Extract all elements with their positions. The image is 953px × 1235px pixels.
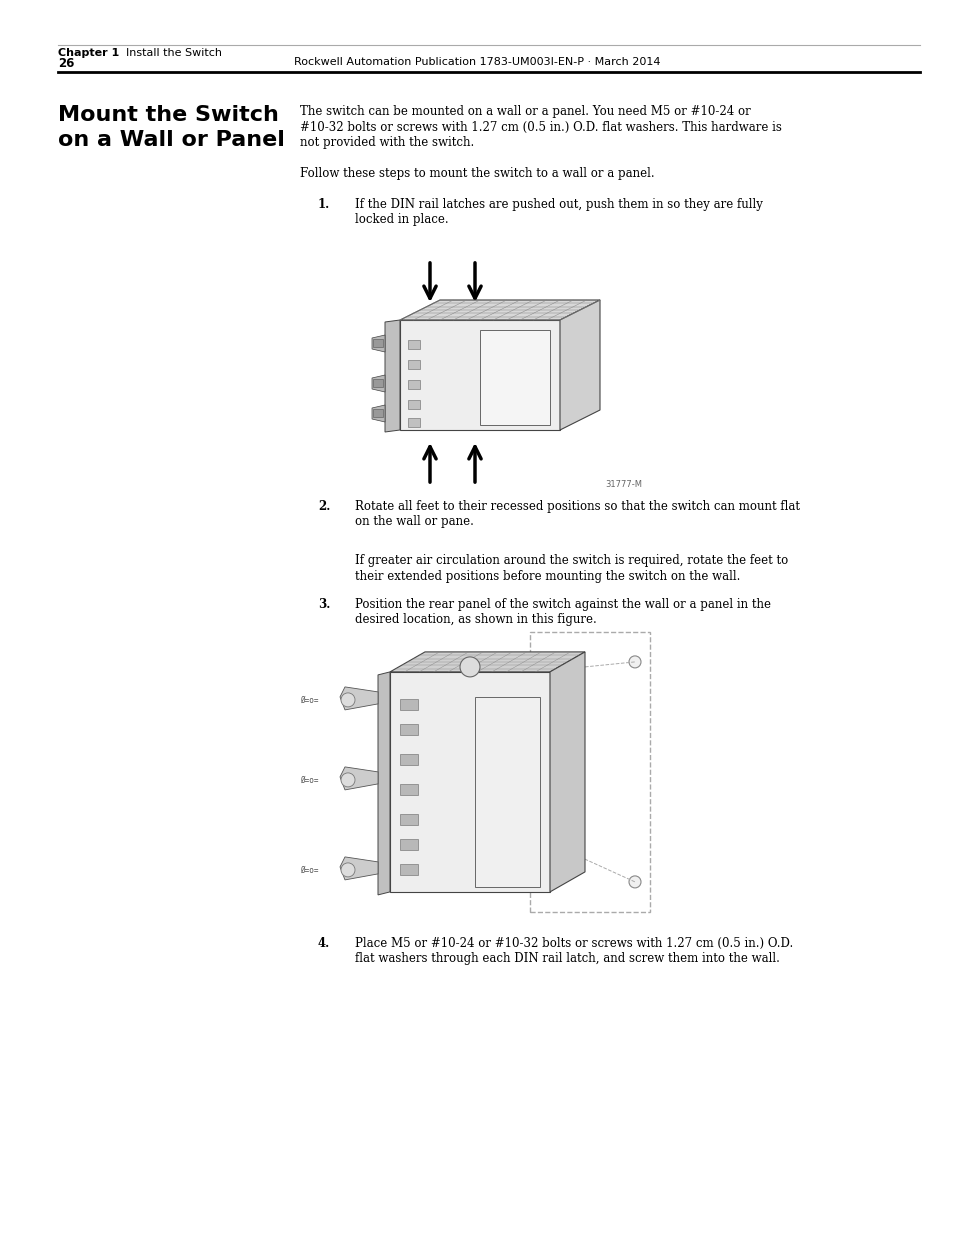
Circle shape bbox=[628, 876, 640, 888]
Bar bbox=[399, 784, 417, 795]
Text: Rotate all feet to their recessed positions so that the switch can mount flat: Rotate all feet to their recessed positi… bbox=[355, 500, 800, 513]
Polygon shape bbox=[372, 335, 385, 352]
Circle shape bbox=[340, 773, 355, 787]
Text: 3.: 3. bbox=[317, 598, 330, 610]
Text: The switch can be mounted on a wall or a panel. You need M5 or #10-24 or: The switch can be mounted on a wall or a… bbox=[299, 105, 750, 119]
Text: Place M5 or #10-24 or #10-32 bolts or screws with 1.27 cm (0.5 in.) O.D.: Place M5 or #10-24 or #10-32 bolts or sc… bbox=[355, 937, 792, 950]
Bar bbox=[399, 814, 417, 825]
Text: If greater air circulation around the switch is required, rotate the feet to: If greater air circulation around the sw… bbox=[355, 555, 787, 567]
Circle shape bbox=[459, 657, 479, 677]
Bar bbox=[475, 697, 539, 887]
Polygon shape bbox=[377, 672, 390, 895]
Polygon shape bbox=[550, 652, 584, 892]
Text: Follow these steps to mount the switch to a wall or a panel.: Follow these steps to mount the switch t… bbox=[299, 167, 654, 180]
Text: not provided with the switch.: not provided with the switch. bbox=[299, 136, 474, 149]
Text: Ø=o=: Ø=o= bbox=[299, 866, 318, 874]
Circle shape bbox=[340, 693, 355, 706]
Polygon shape bbox=[339, 687, 377, 710]
Circle shape bbox=[628, 656, 640, 668]
Bar bbox=[479, 330, 550, 425]
Bar bbox=[408, 340, 419, 350]
Bar bbox=[399, 753, 417, 764]
Text: Position the rear panel of the switch against the wall or a panel in the: Position the rear panel of the switch ag… bbox=[355, 598, 770, 610]
Text: desired location, as shown in this figure.: desired location, as shown in this figur… bbox=[355, 613, 597, 626]
Text: flat washers through each DIN rail latch, and screw them into the wall.: flat washers through each DIN rail latch… bbox=[355, 952, 779, 966]
Polygon shape bbox=[372, 405, 385, 422]
Bar bbox=[399, 864, 417, 874]
Bar bbox=[373, 379, 382, 387]
Polygon shape bbox=[339, 857, 377, 879]
Bar bbox=[408, 359, 419, 369]
Bar bbox=[408, 400, 419, 409]
Bar bbox=[408, 417, 419, 427]
Circle shape bbox=[340, 863, 355, 877]
Text: on the wall or pane.: on the wall or pane. bbox=[355, 515, 474, 529]
Polygon shape bbox=[399, 320, 559, 430]
Text: their extended positions before mounting the switch on the wall.: their extended positions before mounting… bbox=[355, 569, 740, 583]
Text: Rockwell Automation Publication 1783-UM003I-EN-P · March 2014: Rockwell Automation Publication 1783-UM0… bbox=[294, 57, 659, 67]
Polygon shape bbox=[559, 300, 599, 430]
Polygon shape bbox=[339, 767, 377, 790]
Text: 2.: 2. bbox=[317, 500, 330, 513]
Polygon shape bbox=[399, 300, 599, 320]
Text: 31777-M: 31777-M bbox=[604, 480, 641, 489]
Bar bbox=[373, 338, 382, 347]
Bar bbox=[399, 699, 417, 710]
Text: on a Wall or Panel: on a Wall or Panel bbox=[58, 130, 285, 149]
Text: Chapter 1: Chapter 1 bbox=[58, 48, 119, 58]
Text: Install the Switch: Install the Switch bbox=[126, 48, 222, 58]
Polygon shape bbox=[390, 652, 584, 672]
Bar bbox=[530, 632, 649, 911]
Polygon shape bbox=[385, 320, 399, 432]
Bar bbox=[373, 409, 382, 417]
Text: 1.: 1. bbox=[317, 198, 330, 211]
Text: #10-32 bolts or screws with 1.27 cm (0.5 in.) O.D. flat washers. This hardware i: #10-32 bolts or screws with 1.27 cm (0.5… bbox=[299, 121, 781, 133]
Bar bbox=[399, 839, 417, 850]
Bar bbox=[399, 724, 417, 735]
Polygon shape bbox=[372, 375, 385, 391]
Text: locked in place.: locked in place. bbox=[355, 214, 448, 226]
Text: If the DIN rail latches are pushed out, push them in so they are fully: If the DIN rail latches are pushed out, … bbox=[355, 198, 762, 211]
Text: 26: 26 bbox=[58, 57, 74, 70]
Text: Ø=o=: Ø=o= bbox=[299, 695, 318, 704]
Text: Mount the Switch: Mount the Switch bbox=[58, 105, 278, 125]
Bar bbox=[408, 380, 419, 389]
Polygon shape bbox=[390, 672, 550, 892]
Text: Ø=o=: Ø=o= bbox=[299, 776, 318, 784]
Text: 4.: 4. bbox=[317, 937, 330, 950]
